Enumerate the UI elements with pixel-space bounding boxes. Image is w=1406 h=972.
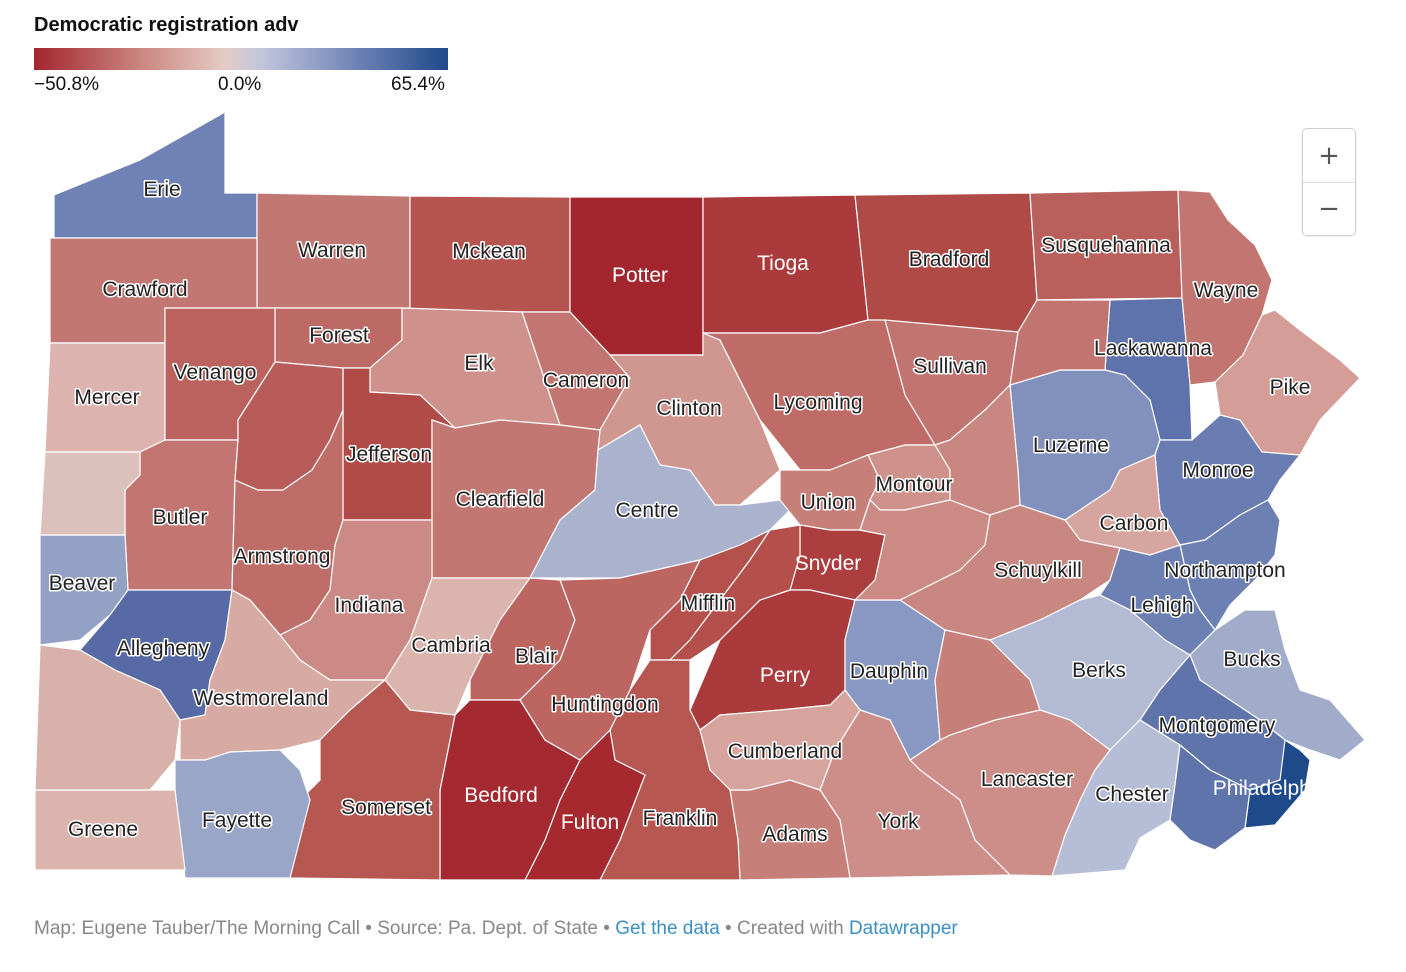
- county-label-fulton: Fulton: [561, 811, 619, 834]
- county-centre[interactable]: [529, 424, 802, 579]
- county-philadelphia[interactable]: [1244, 738, 1311, 829]
- county-label-luzerne: Luzerne: [1033, 434, 1109, 457]
- footer: Map: Eugene Tauber/The Morning Call • So…: [34, 918, 958, 940]
- county-label-cumberland: Cumberland: [728, 740, 842, 763]
- county-label-philadelphia: Philadelphia: [1213, 777, 1328, 800]
- footer-credit: Map: Eugene Tauber/The Morning Call: [34, 918, 361, 939]
- county-label-centre: Centre: [615, 499, 678, 522]
- county-label-montgomery: Montgomery: [1159, 714, 1276, 737]
- footer-created: Created with: [737, 918, 849, 939]
- county-clarion[interactable]: [234, 361, 344, 491]
- county-label-jefferson: Jefferson: [346, 443, 432, 466]
- county-label-clinton: Clinton: [656, 397, 721, 420]
- county-washington[interactable]: [34, 644, 181, 791]
- county-label-cambria: Cambria: [411, 634, 491, 657]
- footer-separator: •: [719, 918, 737, 939]
- county-delaware[interactable]: [1169, 743, 1251, 851]
- county-lawrence[interactable]: [39, 451, 141, 536]
- zoom-in-button[interactable]: +: [1303, 129, 1355, 182]
- footer-separator: •: [360, 918, 378, 939]
- county-label-lancaster: Lancaster: [981, 768, 1073, 791]
- county-label-franklin: Franklin: [643, 807, 718, 830]
- county-label-greene: Greene: [68, 818, 138, 841]
- county-label-union: Union: [801, 491, 856, 514]
- county-label-bedford: Bedford: [464, 784, 538, 807]
- county-northumberland[interactable]: [853, 498, 991, 601]
- county-label-somerset: Somerset: [341, 796, 431, 819]
- county-label-allegheny: Allegheny: [117, 637, 210, 660]
- county-label-armstrong: Armstrong: [234, 545, 331, 568]
- county-label-cameron: Cameron: [543, 369, 629, 392]
- county-label-york: York: [877, 810, 919, 833]
- county-label-sullivan: Sullivan: [913, 355, 987, 378]
- county-label-mckean: Mckean: [452, 240, 526, 263]
- county-label-lycoming: Lycoming: [773, 391, 862, 414]
- get-the-data-link[interactable]: Get the data: [615, 918, 720, 939]
- county-wyoming[interactable]: [1009, 299, 1111, 386]
- county-huntingdon[interactable]: [519, 559, 702, 761]
- county-label-tioga: Tioga: [757, 252, 809, 275]
- county-label-pike: Pike: [1270, 376, 1311, 399]
- county-label-susquehanna: Susquehanna: [1041, 234, 1171, 257]
- county-label-fayette: Fayette: [202, 809, 272, 832]
- county-label-warren: Warren: [298, 239, 366, 262]
- county-label-wayne: Wayne: [1194, 279, 1259, 302]
- county-label-schuylkill: Schuylkill: [994, 559, 1082, 582]
- footer-separator: •: [597, 918, 616, 939]
- county-labels: Erie Warren Mckean Potter Tioga Bradford Susqu…: [47, 177, 1328, 848]
- county-somerset[interactable]: [289, 679, 456, 881]
- county-label-montour: Montour: [875, 473, 952, 496]
- county-label-erie: Erie: [143, 178, 180, 201]
- county-label-clearfield: Clearfield: [456, 488, 545, 511]
- datawrapper-link[interactable]: Datawrapper: [848, 918, 958, 939]
- county-erie[interactable]: [53, 110, 258, 239]
- county-label-northampton: Northampton: [1164, 559, 1285, 582]
- county-label-dauphin: Dauphin: [850, 660, 928, 683]
- county-lebanon[interactable]: [934, 629, 1041, 741]
- county-label-westmoreland: Westmoreland: [193, 687, 328, 710]
- zoom-controls: + −: [1302, 128, 1356, 236]
- legend-max-label: 65.4%: [391, 74, 445, 95]
- county-label-huntingdon: Huntingdon: [551, 693, 658, 716]
- county-label-snyder: Snyder: [795, 552, 862, 575]
- county-label-blair: Blair: [515, 645, 557, 668]
- county-label-adams: Adams: [762, 823, 827, 846]
- county-label-lehigh: Lehigh: [1130, 594, 1193, 617]
- county-fayette[interactable]: [174, 749, 311, 879]
- legend-color-scale: [34, 48, 448, 70]
- county-label-potter: Potter: [612, 264, 668, 287]
- county-label-lackawanna: Lackawanna: [1094, 337, 1212, 360]
- county-label-elk: Elk: [464, 352, 494, 375]
- county-columbia[interactable]: [934, 383, 1021, 516]
- county-label-beaver: Beaver: [49, 572, 116, 595]
- legend-mid-label: 0.0%: [218, 74, 262, 95]
- county-label-perry: Perry: [760, 664, 811, 687]
- county-label-venango: Venango: [174, 361, 257, 384]
- county-label-chester: Chester: [1095, 783, 1169, 806]
- county-label-bucks: Bucks: [1223, 648, 1280, 671]
- county-label-mercer: Mercer: [74, 386, 139, 409]
- county-label-bradford: Bradford: [909, 248, 990, 271]
- legend-title: Democratic registration adv: [34, 14, 299, 36]
- county-label-carbon: Carbon: [1100, 512, 1169, 535]
- county-label-mifflin: Mifflin: [681, 592, 735, 615]
- county-map[interactable]: Erie Warren Mckean Potter Tioga Bradford Susqu…: [0, 90, 1406, 890]
- county-juniata[interactable]: [668, 524, 801, 661]
- county-label-berks: Berks: [1072, 659, 1126, 682]
- legend-min-label: −50.8%: [34, 74, 99, 95]
- county-label-butler: Butler: [153, 506, 208, 529]
- county-shapes: [34, 110, 1366, 881]
- zoom-out-button[interactable]: −: [1303, 182, 1355, 235]
- county-label-forest: Forest: [309, 324, 369, 347]
- county-label-monroe: Monroe: [1182, 459, 1253, 482]
- county-label-indiana: Indiana: [335, 594, 404, 617]
- footer-source: Source: Pa. Dept. of State: [377, 918, 598, 939]
- county-label-crawford: Crawford: [102, 278, 187, 301]
